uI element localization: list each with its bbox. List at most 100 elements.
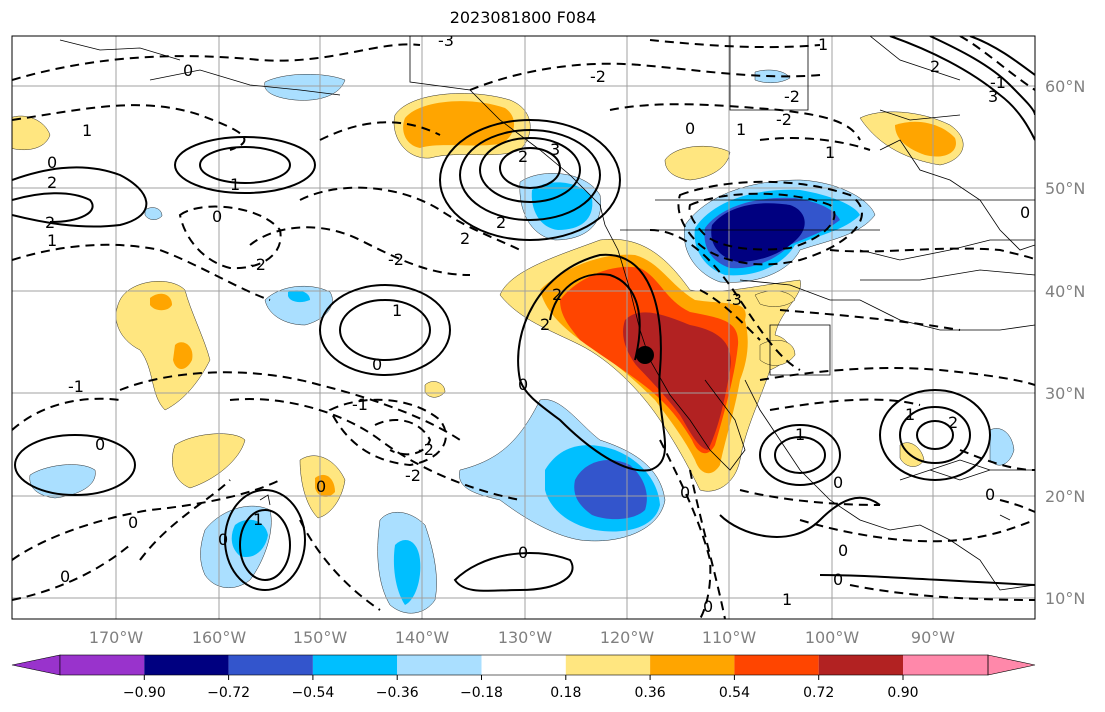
contours	[12, 36, 1035, 592]
lat-label: 10°N	[1045, 589, 1085, 608]
colorbar-tick-label: −0.36	[376, 685, 419, 701]
colorbar-bin	[650, 655, 735, 675]
contour-label: 1	[818, 35, 828, 54]
colorbar-extend-low	[11, 654, 61, 676]
contour-label: 2	[930, 57, 940, 76]
colorbar-bin	[565, 655, 651, 675]
contour-label: 0	[838, 541, 848, 560]
lon-label: 130°W	[498, 628, 553, 647]
contour-label: 0	[833, 473, 843, 492]
contour-label: 1	[905, 405, 915, 424]
colorbar-bin	[60, 655, 145, 675]
contour-label: 1	[795, 425, 805, 444]
contour-label: 1	[392, 301, 402, 320]
shading-layer	[12, 69, 1015, 614]
colorbar-tick-label: 0.18	[550, 685, 581, 701]
contour-label: 0	[518, 543, 528, 562]
colorbar-bin	[312, 655, 398, 675]
lat-label: 40°N	[1045, 282, 1085, 301]
contour-label: -1	[990, 73, 1006, 92]
lat-axis-labels: 60°N 50°N 40°N 30°N 20°N 10°N	[1045, 77, 1085, 608]
contour-label: 0	[60, 567, 70, 586]
contour-label: 0	[183, 61, 193, 80]
contour-label: 0	[1020, 203, 1030, 222]
contours-dashed	[12, 36, 1035, 619]
colorbar-bin	[903, 655, 988, 675]
contour-label: 0	[985, 485, 995, 504]
colorbar-tick-label: 0.54	[719, 685, 750, 701]
lat-label: 30°N	[1045, 384, 1085, 403]
lon-label: 160°W	[192, 628, 247, 647]
lon-label: 90°W	[911, 628, 955, 647]
contour-label: -2	[418, 440, 434, 459]
contour-label: 0	[316, 477, 326, 496]
contour-label: -2	[776, 110, 792, 129]
lon-label: 100°W	[805, 628, 860, 647]
coastlines	[59, 36, 1035, 591]
colorbar-tick-label: −0.54	[291, 685, 334, 701]
lat-label: 20°N	[1045, 487, 1085, 506]
graticule	[12, 36, 1035, 619]
contour-label: -2	[388, 250, 404, 269]
contour-label: 0	[212, 207, 222, 226]
contour-label-group: 0 1 0 2 2 1 1 0 -2 1 0 -1 -2 -2 -1 0 0 0…	[45, 31, 1030, 616]
contour-label: 2	[552, 285, 562, 304]
contour-label: 1	[47, 231, 57, 250]
colorbar-tick-label: −0.72	[207, 685, 250, 701]
contour-label: 1	[82, 121, 92, 140]
contour-label: 3	[988, 87, 998, 106]
contour-label: 2	[47, 173, 57, 192]
lon-label: 110°W	[702, 628, 757, 647]
map-title: 2023081800 F084	[449, 8, 597, 27]
colorbar-tick-label: −0.90	[123, 685, 166, 701]
contour-label: -1	[68, 377, 84, 396]
colorbar: −0.90 −0.72 −0.54 −0.36 −0.18 0.18 0.36 …	[11, 654, 1036, 701]
map-frame	[11, 35, 1036, 620]
lon-axis-labels: 170°W 160°W 150°W 140°W 130°W 120°W 110°…	[89, 628, 955, 647]
colorbar-extend-high	[987, 654, 1036, 676]
contour-label: 0	[833, 570, 843, 589]
colorbar-bin	[481, 655, 566, 675]
contour-label: 0	[47, 153, 57, 172]
colorbar-bin	[734, 655, 819, 675]
contour-label: 2	[460, 229, 470, 248]
lat-label: 50°N	[1045, 179, 1085, 198]
contour-label: 1	[825, 143, 835, 162]
colorbar-bin	[397, 655, 482, 675]
lon-label: 120°W	[600, 628, 655, 647]
contour-label: 2	[540, 315, 550, 334]
contour-label: -3	[726, 290, 742, 309]
contour-label: -1	[352, 395, 368, 414]
contour-label: 3	[550, 140, 560, 159]
contour-label: 2	[496, 213, 506, 232]
colorbar-tick-label: 0.72	[803, 685, 834, 701]
colorbar-tick-label: 0.36	[635, 685, 666, 701]
contour-label: 0	[128, 513, 138, 532]
lat-label: 60°N	[1045, 77, 1085, 96]
contour-label: -2	[784, 87, 800, 106]
colorbar-tick-label: 0.90	[887, 685, 918, 701]
contour-label: 1	[230, 175, 240, 194]
contour-label: 1	[736, 120, 746, 139]
contour-label: -2	[590, 67, 606, 86]
map-area: 0 1 0 2 2 1 1 0 -2 1 0 -1 -2 -2 -1 0 0 0…	[12, 31, 1035, 619]
colorbar-bin	[228, 655, 313, 675]
contour-label: 1	[782, 590, 792, 609]
contour-label: 2	[518, 147, 528, 166]
contour-label: 0	[218, 530, 228, 549]
contour-label: -2	[250, 255, 266, 274]
contour-label: 2	[45, 213, 55, 232]
contour-label: -3	[438, 31, 454, 50]
contour-label: 0	[95, 435, 105, 454]
contour-label: 0	[518, 375, 528, 394]
colorbar-tick-label: −0.18	[460, 685, 503, 701]
contour-label: 0	[703, 597, 713, 616]
location-marker	[636, 346, 654, 364]
contour-label: 1	[253, 510, 263, 529]
lon-label: 140°W	[395, 628, 450, 647]
colorbar-bin	[144, 655, 229, 675]
contour-label: 2	[948, 413, 958, 432]
lon-label: 150°W	[293, 628, 348, 647]
contour-label: 0	[685, 119, 695, 138]
